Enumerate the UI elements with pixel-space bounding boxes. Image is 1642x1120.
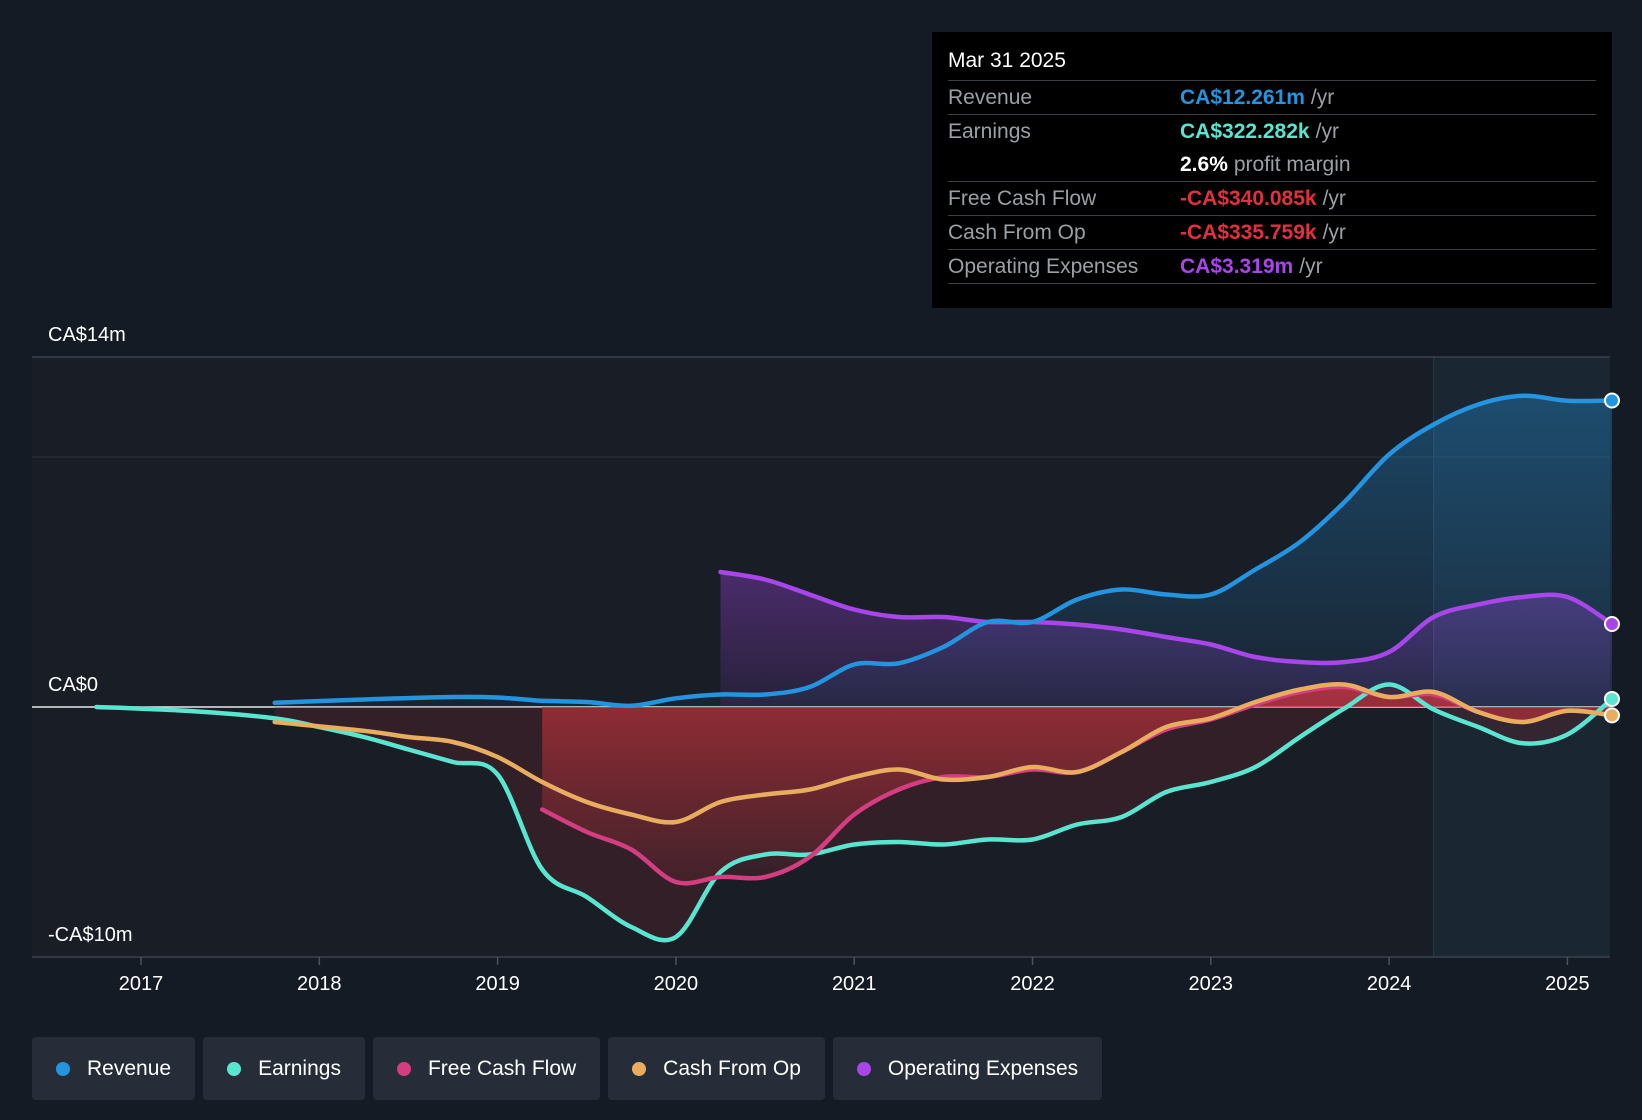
chart: CA$14m CA$0 -CA$10m 2017 2018 2019 2020 2021 202… bbox=[32, 324, 1620, 995]
x-tick-label: 2017 bbox=[119, 973, 164, 995]
opex-line bbox=[718, 569, 1615, 666]
revenue-endpoint-marker bbox=[1603, 392, 1620, 409]
tooltip-value-revenue: CA$12.261m bbox=[1180, 86, 1305, 109]
cfo-endpoint-marker bbox=[1603, 707, 1620, 724]
operating-expenses-area bbox=[720, 572, 1612, 707]
tooltip-row-cfo: Cash From Op -CA$335.759k /yr bbox=[948, 215, 1596, 249]
earnings-area bbox=[274, 684, 1613, 941]
tooltip-value-profit-margin: 2.6% bbox=[1180, 153, 1228, 176]
x-tick-label: 2025 bbox=[1545, 973, 1590, 995]
tooltip-label: Free Cash Flow bbox=[948, 187, 1097, 210]
tooltip-row-revenue: Revenue CA$12.261m /yr bbox=[948, 80, 1596, 114]
legend-label: Earnings bbox=[258, 1056, 341, 1080]
legend-label: Operating Expenses bbox=[887, 1056, 1079, 1080]
legend-item-operating-expenses[interactable]: Operating Expenses bbox=[832, 1037, 1103, 1100]
x-tick-label: 2023 bbox=[1189, 973, 1234, 995]
tooltip-date: Mar 31 2025 bbox=[948, 49, 1066, 72]
cash-from-op-dot-icon bbox=[632, 1061, 647, 1076]
legend-item-earnings[interactable]: Earnings bbox=[203, 1037, 365, 1100]
tooltip-row-opex: Operating Expenses CA$3.319m /yr bbox=[948, 249, 1596, 284]
legend-item-cash-from-op[interactable]: Cash From Op bbox=[608, 1037, 825, 1100]
tooltip-unit: /yr bbox=[1310, 86, 1335, 109]
earnings-endpoint-marker bbox=[1603, 690, 1620, 707]
tooltip-row-earnings: Earnings CA$322.282k /yr bbox=[948, 114, 1596, 148]
legend-item-revenue[interactable]: Revenue bbox=[32, 1037, 196, 1100]
earnings-dot-icon bbox=[227, 1061, 242, 1076]
y-axis-label: -CA$10m bbox=[48, 924, 132, 946]
legend-item-free-cash-flow[interactable]: Free Cash Flow bbox=[372, 1037, 601, 1100]
tooltip-row-fcf: Free Cash Flow -CA$340.085k /yr bbox=[948, 181, 1596, 215]
legend: Revenue Earnings Free Cash Flow Cash Fro… bbox=[32, 1037, 1103, 1100]
x-tick-label: 2018 bbox=[297, 973, 342, 995]
revenue-dot-icon bbox=[56, 1061, 70, 1076]
x-tick-label: 2019 bbox=[475, 973, 520, 995]
tooltip-value-earnings: CA$322.282k bbox=[1180, 120, 1310, 143]
x-tick-label: 2020 bbox=[654, 973, 699, 995]
tooltip-value-fcf: -CA$340.085k bbox=[1180, 187, 1317, 210]
free-cash-flow-area bbox=[542, 686, 1613, 884]
legend-label: Revenue bbox=[87, 1056, 172, 1080]
tooltip-label: Revenue bbox=[948, 86, 1033, 109]
tooltip-value-cfo: -CA$335.759k bbox=[1180, 221, 1317, 244]
x-tick-label: 2024 bbox=[1367, 973, 1412, 995]
y-axis-label: CA$0 bbox=[48, 674, 98, 696]
free-cash-flow-dot-icon bbox=[396, 1061, 411, 1076]
tooltip-unit: /yr bbox=[1315, 120, 1339, 143]
x-tick-label: 2022 bbox=[1010, 973, 1055, 995]
tooltip-unit: /yr bbox=[1299, 255, 1323, 278]
x-tick-label: 2021 bbox=[832, 973, 877, 995]
tooltip-panel: Mar 31 2025 Revenue CA$12.261m /yr Earni… bbox=[932, 32, 1612, 308]
tooltip-label: Cash From Op bbox=[948, 221, 1086, 244]
tooltip-row-profit-margin: 2.6% profit margin bbox=[948, 148, 1596, 181]
legend-label: Cash From Op bbox=[663, 1056, 801, 1080]
tooltip-value-opex: CA$3.319m bbox=[1180, 255, 1294, 278]
revenue-area bbox=[274, 395, 1613, 707]
tooltip-unit: /yr bbox=[1322, 187, 1346, 210]
opex-endpoint-marker bbox=[1603, 616, 1620, 633]
legend-label: Free Cash Flow bbox=[427, 1056, 577, 1080]
tooltip-label: Earnings bbox=[948, 120, 1031, 143]
tooltip-unit: /yr bbox=[1322, 221, 1346, 244]
tooltip-unit: profit margin bbox=[1233, 153, 1351, 176]
tooltip-label: Operating Expenses bbox=[948, 255, 1139, 278]
operating-expenses-dot-icon bbox=[856, 1061, 871, 1076]
revenue-line bbox=[272, 393, 1615, 709]
cfo-line bbox=[272, 682, 1615, 825]
y-axis-label: CA$14m bbox=[48, 324, 126, 346]
